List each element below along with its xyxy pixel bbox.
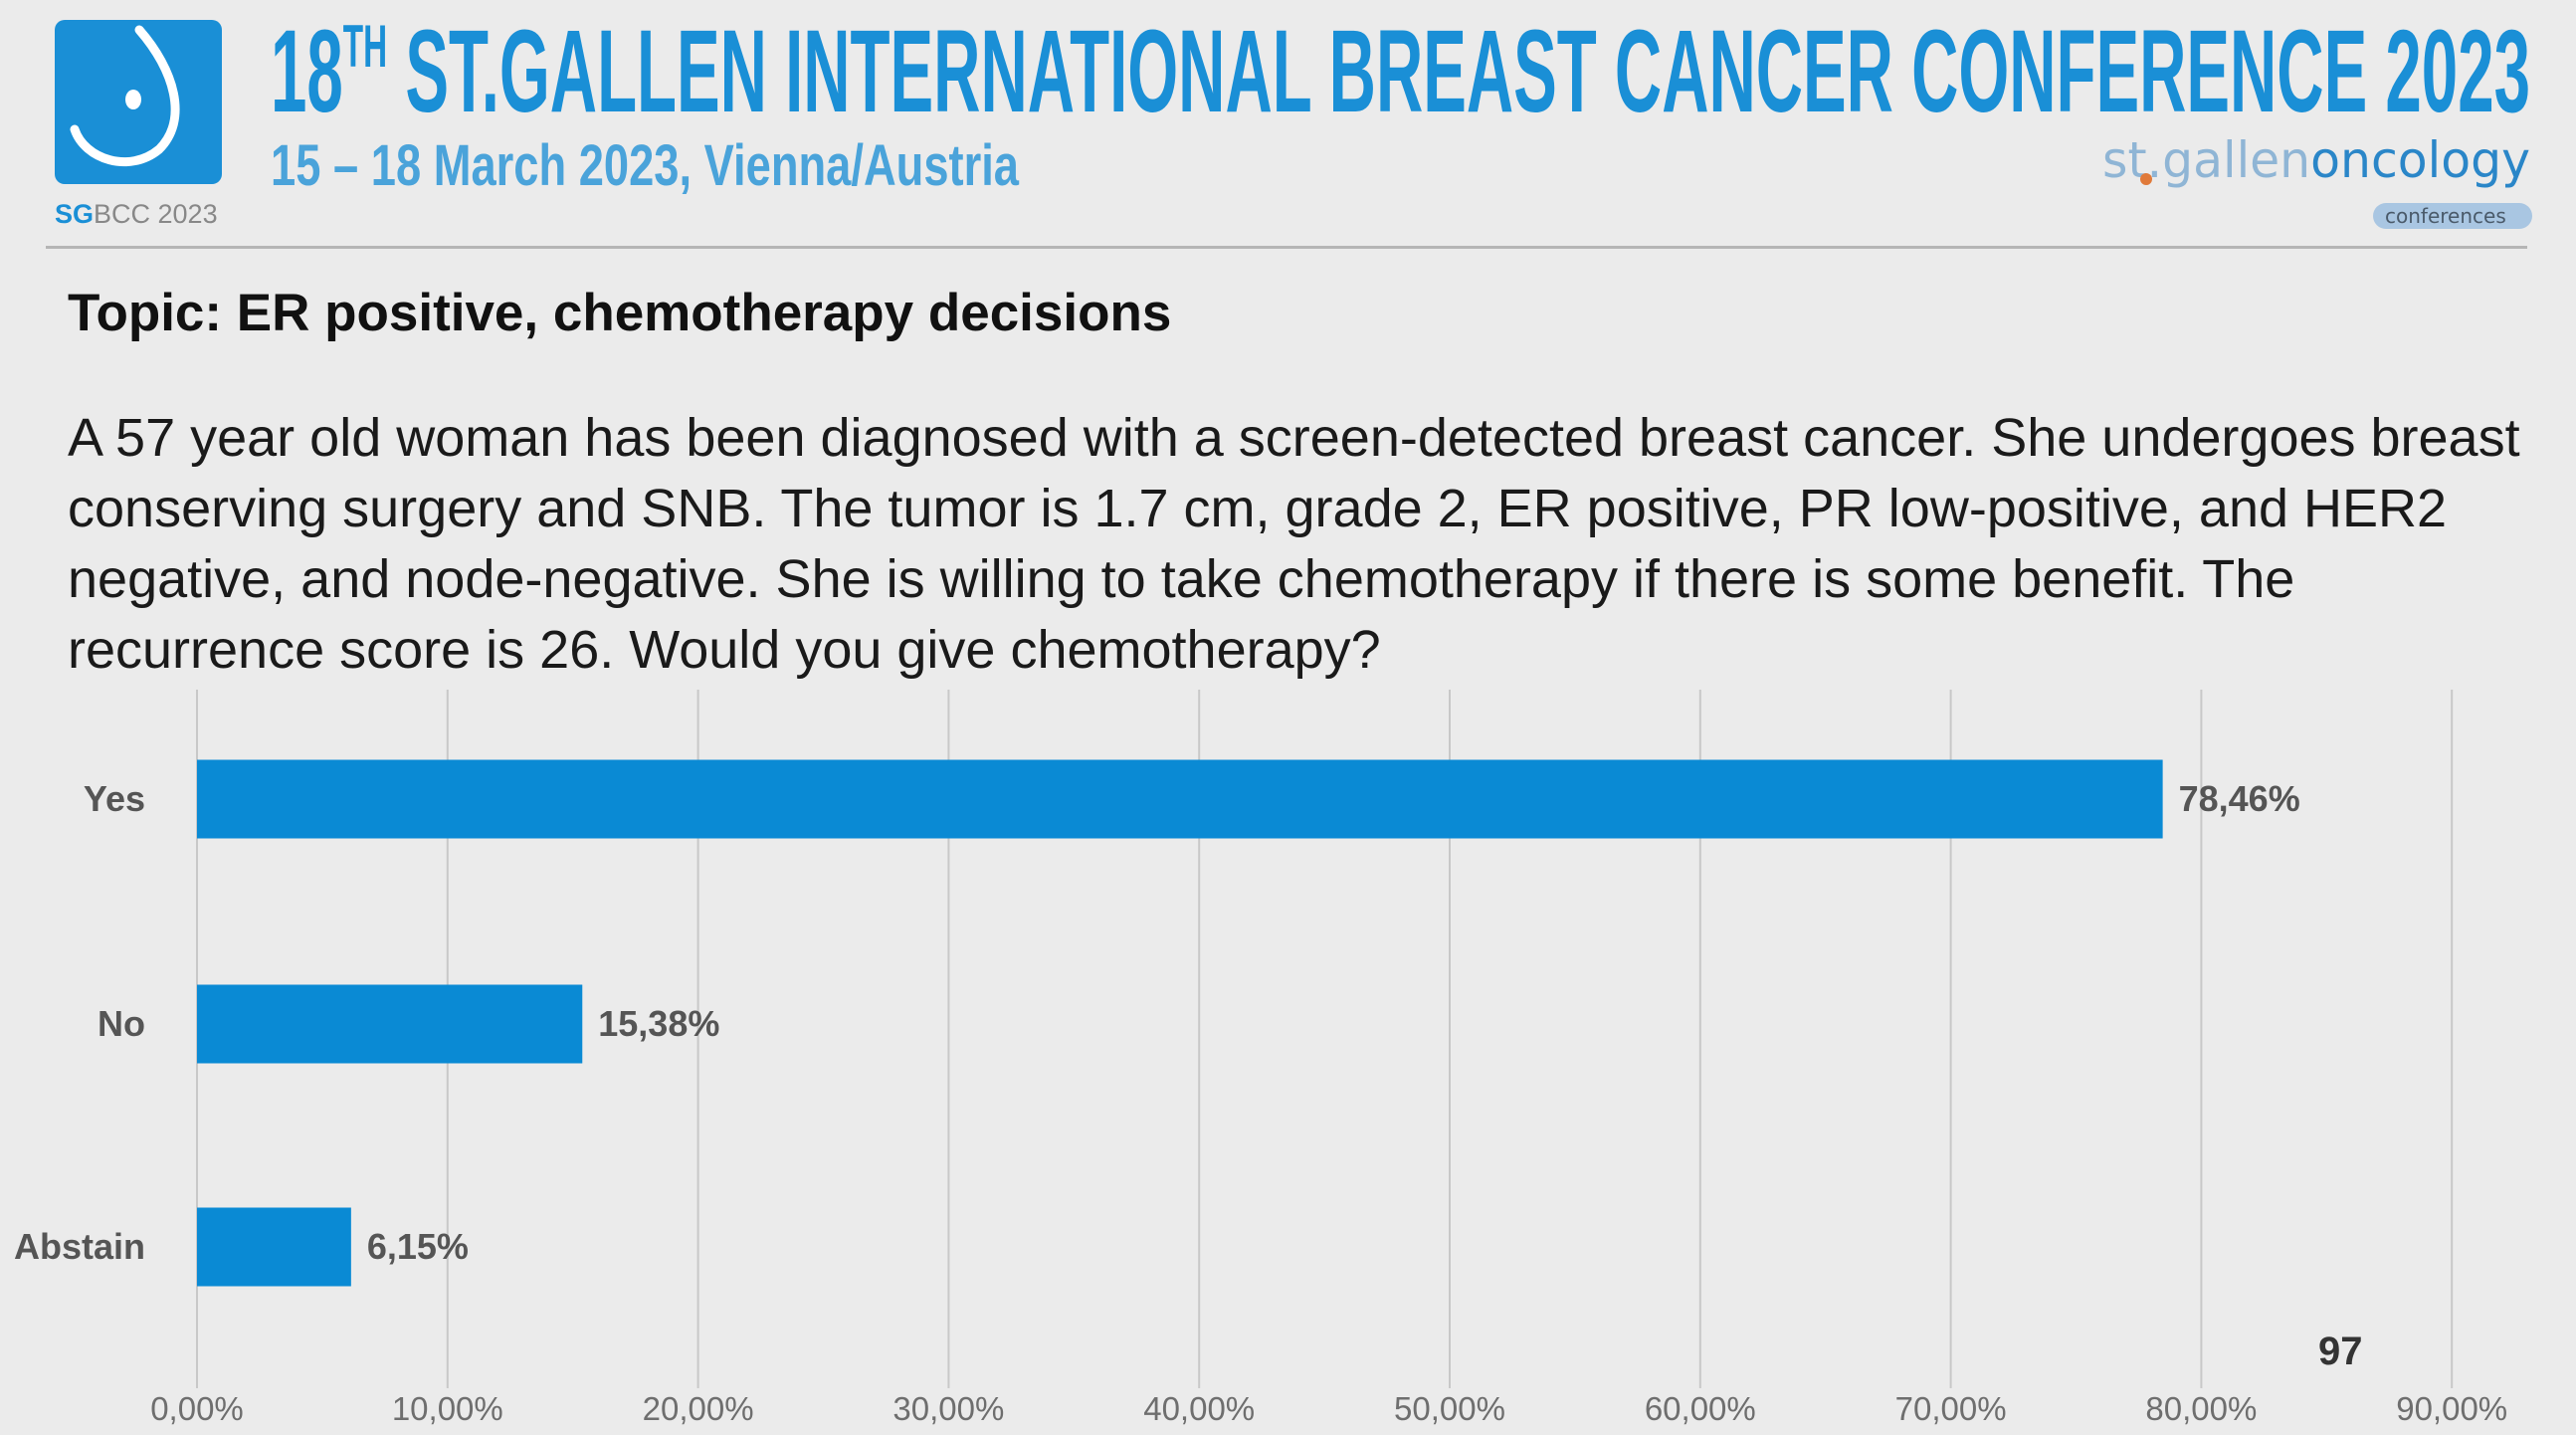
- data-label: 15,38%: [598, 1003, 719, 1044]
- x-tick-label: 20,00%: [643, 1390, 754, 1427]
- x-tick-label: 60,00%: [1645, 1390, 1756, 1427]
- bar-yes: [197, 759, 2163, 839]
- title-suffix: TH: [343, 13, 387, 80]
- x-tick-label: 50,00%: [1394, 1390, 1505, 1427]
- data-label: 6,15%: [367, 1226, 469, 1267]
- conference-header: SGBCC 2023 18TH ST.GALLEN INTERNATIONAL …: [55, 6, 2532, 229]
- logo-part2: oncology: [2310, 131, 2530, 189]
- x-tick-label: 0,00%: [150, 1390, 244, 1427]
- logo-part1: st.gallen: [2102, 131, 2310, 189]
- slide-question: A 57 year old woman has been diagnosed w…: [68, 408, 2520, 680]
- st-gallen-oncology-logo: st.gallenoncology conferences: [2102, 131, 2532, 229]
- title-number: 18: [271, 6, 343, 137]
- page-number: 97: [2318, 1330, 2363, 1373]
- logo-caption-bold: SG: [55, 199, 94, 229]
- slide-topic: Topic: ER positive, chemotherapy decisio…: [68, 284, 1172, 342]
- x-tick-label: 80,00%: [2145, 1390, 2257, 1427]
- category-label: Abstain: [14, 1226, 145, 1267]
- x-tick-label: 90,00%: [2396, 1390, 2507, 1427]
- svg-text:SGBCC 2023: SGBCC 2023: [55, 199, 218, 229]
- category-label: No: [98, 1003, 145, 1044]
- svg-text:st.gallenoncology: st.gallenoncology: [2102, 131, 2530, 189]
- sgbcc-logo: SGBCC 2023: [55, 20, 222, 229]
- header-divider: [46, 246, 2527, 249]
- logo-caption: BCC 2023: [94, 199, 218, 229]
- data-label: 78,46%: [2179, 778, 2300, 819]
- conference-subtitle: 15 – 18 March 2023, Vienna/Austria: [271, 133, 1020, 198]
- x-tick-label: 70,00%: [1895, 1390, 2007, 1427]
- x-tick-label: 10,00%: [392, 1390, 503, 1427]
- category-label: Yes: [84, 778, 145, 819]
- logo-tag: conferences: [2385, 204, 2506, 228]
- conference-title: 18TH ST.GALLEN INTERNATIONAL BREAST CANC…: [271, 6, 2530, 137]
- bar-abstain: [197, 1207, 351, 1287]
- bar-no: [197, 984, 583, 1064]
- title-rest: ST.GALLEN INTERNATIONAL BREAST CANCER CO…: [387, 6, 2530, 137]
- x-tick-label: 40,00%: [1143, 1390, 1255, 1427]
- x-tick-label: 30,00%: [892, 1390, 1004, 1427]
